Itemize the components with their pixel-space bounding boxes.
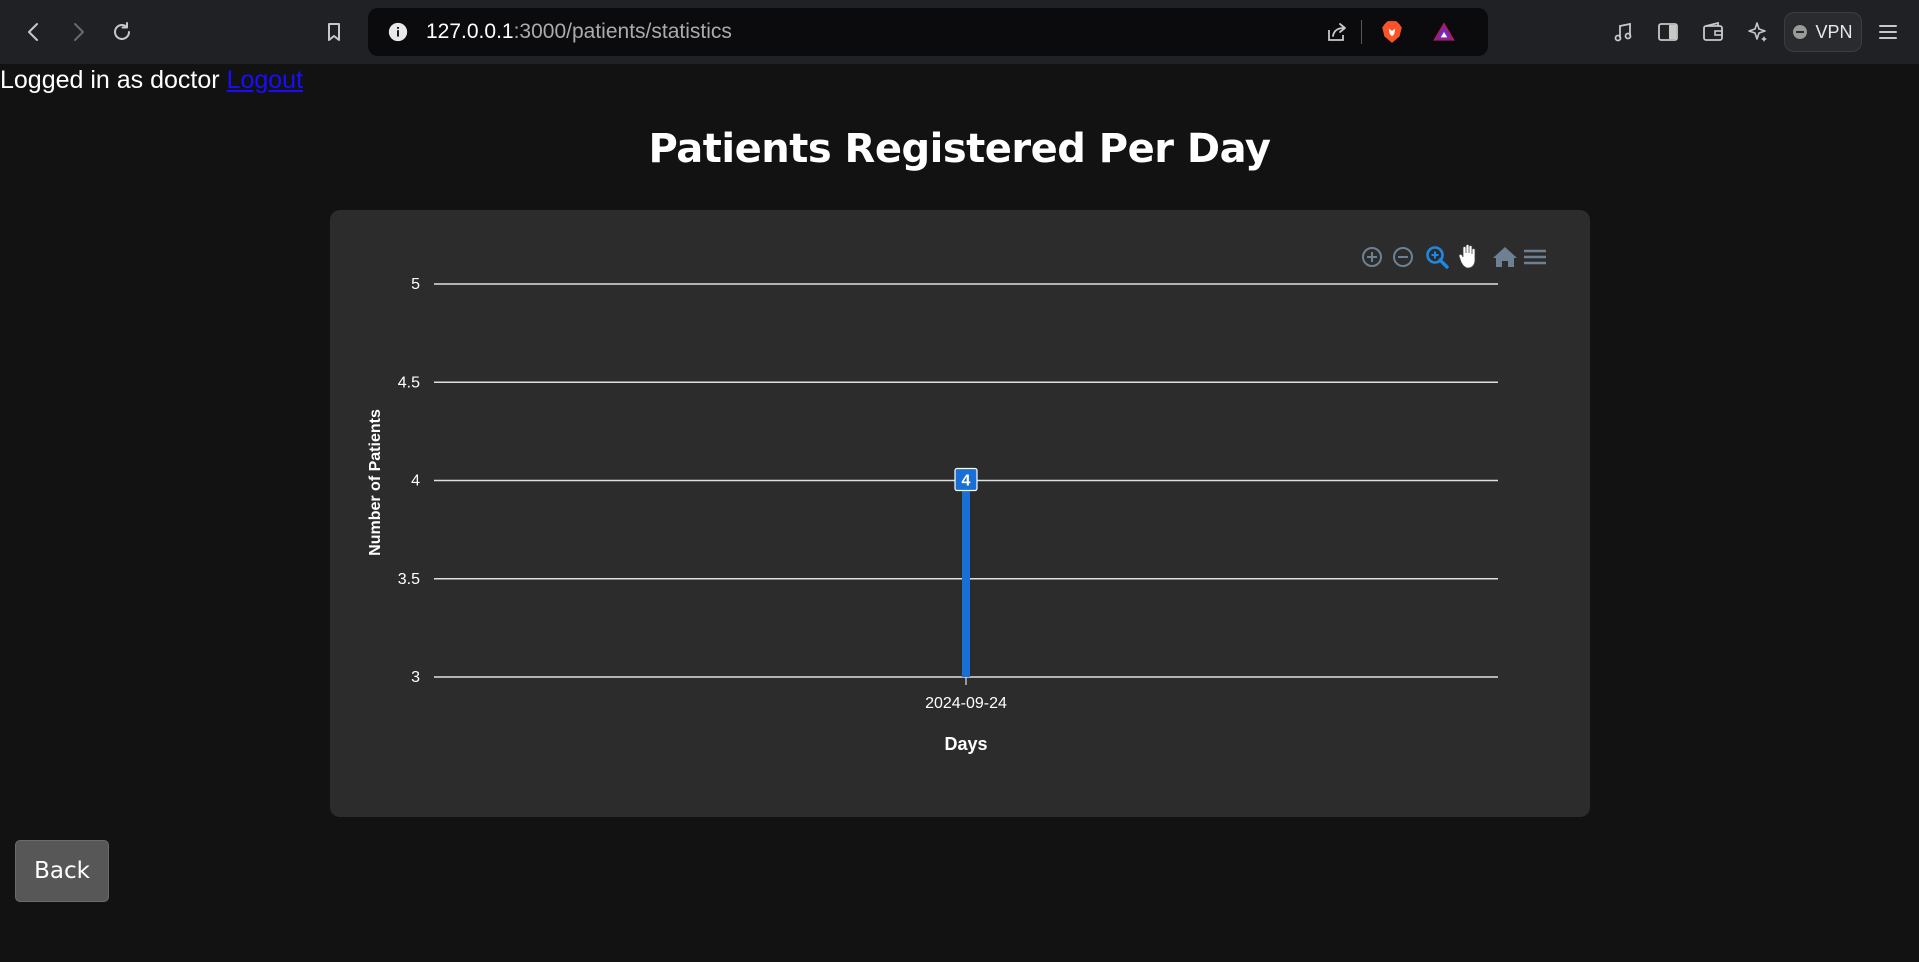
patients-bar-chart: 3 3.5 4 4.5 5 4 2024-09-24 Number of Patient… — [367, 244, 1546, 754]
reload-icon[interactable] — [104, 14, 140, 50]
bar[interactable] — [962, 480, 970, 678]
vpn-status-icon — [1793, 25, 1808, 39]
bars: 4 — [954, 467, 978, 678]
back-button[interactable]: Back — [15, 840, 109, 902]
url-path: :3000/patients/statistics — [513, 20, 732, 43]
menu-icon[interactable] — [1870, 14, 1906, 50]
y-axis-label: Number of Patients — [367, 409, 384, 556]
selection-zoom-icon[interactable] — [1426, 246, 1449, 269]
media-icon[interactable] — [1605, 14, 1641, 50]
login-status: Logged in as doctor Logout — [0, 66, 303, 95]
x-axis-label: Days — [944, 734, 987, 754]
zoom-out-icon[interactable] — [1393, 247, 1413, 267]
data-label-box — [954, 467, 978, 492]
bookmark-icon[interactable] — [316, 14, 352, 50]
brave-rewards-icon[interactable] — [1430, 18, 1458, 46]
pan-icon[interactable] — [1458, 244, 1476, 269]
x-tick-label: 2024-09-24 — [925, 695, 1007, 712]
chart-menu-icon[interactable] — [1524, 249, 1546, 265]
y-tick-label: 4 — [411, 473, 420, 490]
leo-ai-icon[interactable] — [1740, 14, 1776, 50]
y-tick-label: 3.5 — [398, 571, 420, 588]
y-tick-label: 5 — [411, 276, 420, 293]
share-icon[interactable] — [1323, 18, 1351, 46]
page-title: Patients Registered Per Day — [648, 126, 1271, 172]
logout-link[interactable]: Logout — [226, 66, 304, 94]
chart-card: 3 3.5 4 4.5 5 4 2024-09-24 Number of Patient… — [330, 210, 1590, 817]
address-bar[interactable]: 127.0.0.1:3000/patients/statistics — [368, 8, 1488, 56]
forward-icon[interactable] — [60, 14, 96, 50]
url-separator — [1361, 20, 1362, 44]
login-text: Logged in as doctor — [0, 66, 227, 94]
wallet-icon[interactable] — [1695, 14, 1731, 50]
data-label: 4 — [962, 473, 971, 490]
vpn-button[interactable]: VPN — [1784, 12, 1862, 52]
chart-toolbar — [1362, 244, 1546, 269]
zoom-in-icon[interactable] — [1362, 247, 1382, 267]
site-info-icon[interactable] — [384, 18, 412, 46]
url-host: 127.0.0.1 — [426, 20, 514, 43]
reset-home-icon[interactable] — [1493, 247, 1517, 267]
y-tick-label: 3 — [411, 669, 420, 686]
y-tick-label: 4.5 — [398, 374, 420, 391]
x-axis-ticks: 2024-09-24 — [925, 677, 1007, 712]
browser-toolbar: 127.0.0.1:3000/patients/statistics VPN — [0, 0, 1919, 64]
vpn-label: VPN — [1815, 21, 1853, 42]
sidebar-icon[interactable] — [1650, 14, 1686, 50]
y-axis-ticks: 3 3.5 4 4.5 5 — [398, 276, 420, 686]
back-icon[interactable] — [16, 14, 52, 50]
url-text[interactable]: 127.0.0.1:3000/patients/statistics — [426, 20, 732, 44]
brave-shield-icon[interactable] — [1378, 18, 1406, 46]
